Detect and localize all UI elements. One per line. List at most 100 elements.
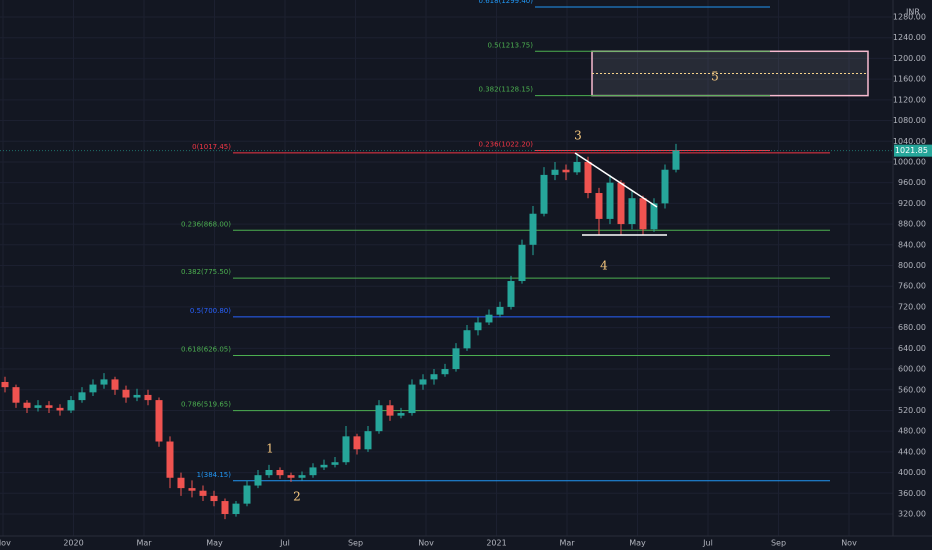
candle-body [155, 400, 163, 442]
y-tick-label: 1280.00 [893, 13, 926, 22]
candle-body [606, 182, 614, 219]
candle-body [100, 379, 108, 385]
x-tick-label: Sep [348, 539, 363, 548]
candle-body [474, 322, 482, 331]
candle-body [353, 436, 361, 450]
y-tick-label: 920.00 [898, 199, 926, 208]
y-tick-label: 1080.00 [893, 116, 926, 125]
candle-body [232, 503, 240, 514]
candle-body [342, 436, 350, 463]
candle-body [67, 400, 75, 411]
candle-body [562, 169, 570, 173]
candle-body [166, 441, 174, 478]
candle-body [408, 384, 416, 414]
x-tick-label: Nov [418, 539, 434, 548]
fib-label: 0.382(775.50) [181, 268, 231, 276]
last-price-badge [894, 144, 932, 157]
fib-label: 0.382(1128.15) [479, 86, 534, 94]
candle-body [210, 495, 218, 502]
y-tick-label: 760.00 [898, 282, 926, 291]
x-tick-label: Jul [702, 539, 713, 548]
fib-label: 0.618(626.05) [181, 346, 231, 354]
axes: 320.00 360.00 400.00 440.00 480.00 520.00 560.… [0, 13, 932, 548]
y-tick-label: 1120.00 [893, 95, 926, 104]
candle-body [78, 392, 86, 401]
candle-body [144, 394, 152, 401]
y-tick-label: 840.00 [898, 240, 926, 249]
candle-body [375, 405, 383, 432]
candle-body [1, 381, 9, 388]
x-tick-label: Mar [136, 539, 152, 548]
fib-label: 0.618(1299.40) [479, 0, 534, 5]
candle-body [441, 369, 449, 375]
y-tick-label: 520.00 [898, 406, 926, 415]
x-tick-label: Mar [559, 539, 575, 548]
candle-body [452, 348, 460, 370]
y-tick-label: 560.00 [898, 385, 926, 394]
y-tick-label: 480.00 [898, 427, 926, 436]
fib-label: 0.5(700.80) [190, 307, 231, 315]
x-tick-label: May [629, 539, 646, 548]
wave-label: 5 [711, 70, 719, 84]
candle-body [386, 405, 394, 416]
currency: INR [906, 8, 920, 17]
wave-label: 2 [293, 490, 301, 504]
y-tick-label: 440.00 [898, 447, 926, 456]
x-tick-label: Jul [279, 539, 290, 548]
candle-body [518, 244, 526, 282]
candle-body [34, 405, 42, 408]
wave-label: 1 [266, 442, 274, 456]
fib-label: 0.786(519.65) [181, 401, 231, 409]
fib-label: 0.5(1213.75) [487, 41, 533, 49]
candle-body [364, 431, 372, 450]
y-tick-label: 600.00 [898, 365, 926, 374]
fib-label: 0.236(1022.20) [479, 140, 534, 148]
candle-body [89, 384, 97, 393]
x-tick-label: Nov [0, 539, 11, 548]
x-tick-label: 2021 [486, 539, 506, 548]
candle-body [485, 314, 493, 323]
candle-body [397, 413, 405, 416]
last-price-label: 1021.85 [895, 146, 928, 155]
candle-body [221, 501, 229, 514]
candle-body [628, 198, 636, 225]
candle-body [463, 330, 471, 349]
y-tick-label: 640.00 [898, 344, 926, 353]
candle-body [639, 198, 647, 230]
candle-body [309, 467, 317, 476]
y-tick-label: 1240.00 [893, 33, 926, 42]
fib-label: 1(384.15) [197, 471, 232, 479]
candle-body [287, 475, 295, 478]
y-tick-label: 400.00 [898, 468, 926, 477]
y-tick-label: 360.00 [898, 489, 926, 498]
candle-body [122, 389, 130, 398]
candle-body [12, 387, 20, 403]
y-tick-label: 1200.00 [893, 54, 926, 63]
wave-label: 4 [600, 259, 608, 273]
candle-body [188, 488, 196, 491]
candle-body [276, 469, 284, 476]
drawings [574, 152, 667, 236]
candle-body [617, 182, 625, 225]
candle-body [320, 464, 328, 468]
y-tick-label: 800.00 [898, 261, 926, 270]
candle-body [595, 193, 603, 219]
candle-body [419, 379, 427, 385]
candle-body [551, 169, 559, 175]
candle-body [672, 150, 680, 170]
y-tick-label: 1040.00 [893, 137, 926, 146]
candle-body [111, 379, 119, 390]
candle-body [45, 405, 53, 408]
candle-body [254, 475, 262, 486]
candle-body [133, 394, 141, 398]
wave-label: 3 [574, 129, 582, 143]
y-tick-label: 960.00 [898, 178, 926, 187]
y-tick-label: 320.00 [898, 510, 926, 519]
x-tick-label: May [206, 539, 223, 548]
candle-body [298, 475, 306, 478]
candle-body [496, 306, 504, 315]
y-tick-label: 1000.00 [893, 157, 926, 166]
